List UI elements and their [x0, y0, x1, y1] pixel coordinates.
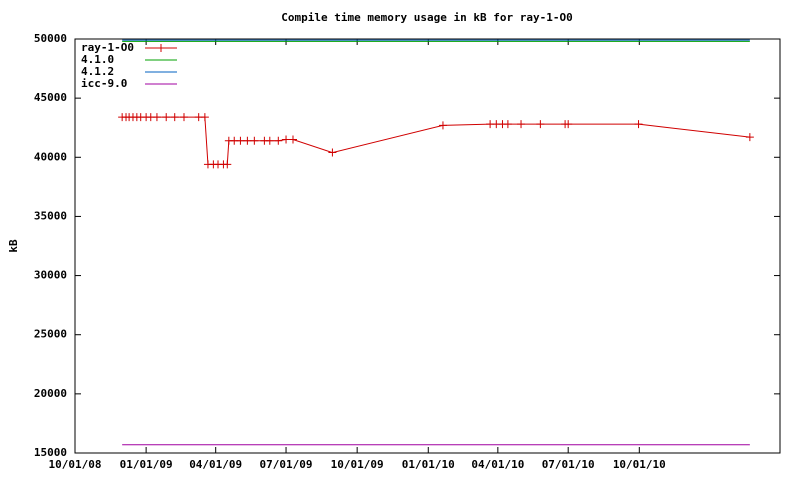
point	[200, 113, 209, 122]
x-tick-label: 10/01/10	[613, 458, 666, 471]
y-tick-label: 25000	[34, 328, 67, 341]
plot-border	[74, 38, 781, 454]
point	[564, 120, 573, 129]
point	[745, 133, 754, 142]
point	[438, 121, 447, 130]
x-tick-label: 04/01/09	[189, 458, 242, 471]
y-tick-label: 35000	[34, 209, 67, 222]
legend-label: icc-9.0	[81, 77, 127, 90]
point	[288, 135, 297, 144]
point	[517, 120, 526, 129]
legend-point	[157, 44, 165, 52]
x-tick-label: 01/01/10	[402, 458, 455, 471]
y-tick-label: 15000	[34, 446, 67, 459]
y-tick-label: 50000	[34, 32, 67, 45]
x-tick-label: 07/01/09	[260, 458, 313, 471]
point	[152, 113, 161, 122]
x-tick-label: 10/01/09	[331, 458, 384, 471]
point	[265, 136, 274, 145]
point	[243, 136, 252, 145]
chart-title: Compile time memory usage in kB for ray-…	[281, 11, 572, 24]
y-tick-label: 20000	[34, 387, 67, 400]
legend-label: 4.1.0	[81, 53, 114, 66]
point	[223, 160, 232, 169]
point	[634, 120, 643, 129]
point	[536, 120, 545, 129]
point	[282, 135, 291, 144]
point	[179, 113, 188, 122]
x-tick-label: 07/01/10	[542, 458, 595, 471]
x-tick-label: 01/01/09	[120, 458, 173, 471]
point	[503, 120, 512, 129]
legend-label: ray-1-O0	[81, 41, 134, 54]
y-tick-label: 30000	[34, 269, 67, 282]
point	[274, 136, 283, 145]
y-tick-label: 40000	[34, 150, 67, 163]
point	[250, 136, 259, 145]
point	[236, 136, 245, 145]
x-tick-label: 10/01/08	[49, 458, 102, 471]
point	[328, 148, 337, 157]
point	[170, 113, 179, 122]
y-tick-label: 45000	[34, 91, 67, 104]
legend-label: 4.1.2	[81, 65, 114, 78]
point	[162, 113, 171, 122]
y-axis-label: kB	[7, 239, 20, 253]
x-tick-label: 04/01/10	[471, 458, 524, 471]
series-line	[122, 116, 750, 165]
